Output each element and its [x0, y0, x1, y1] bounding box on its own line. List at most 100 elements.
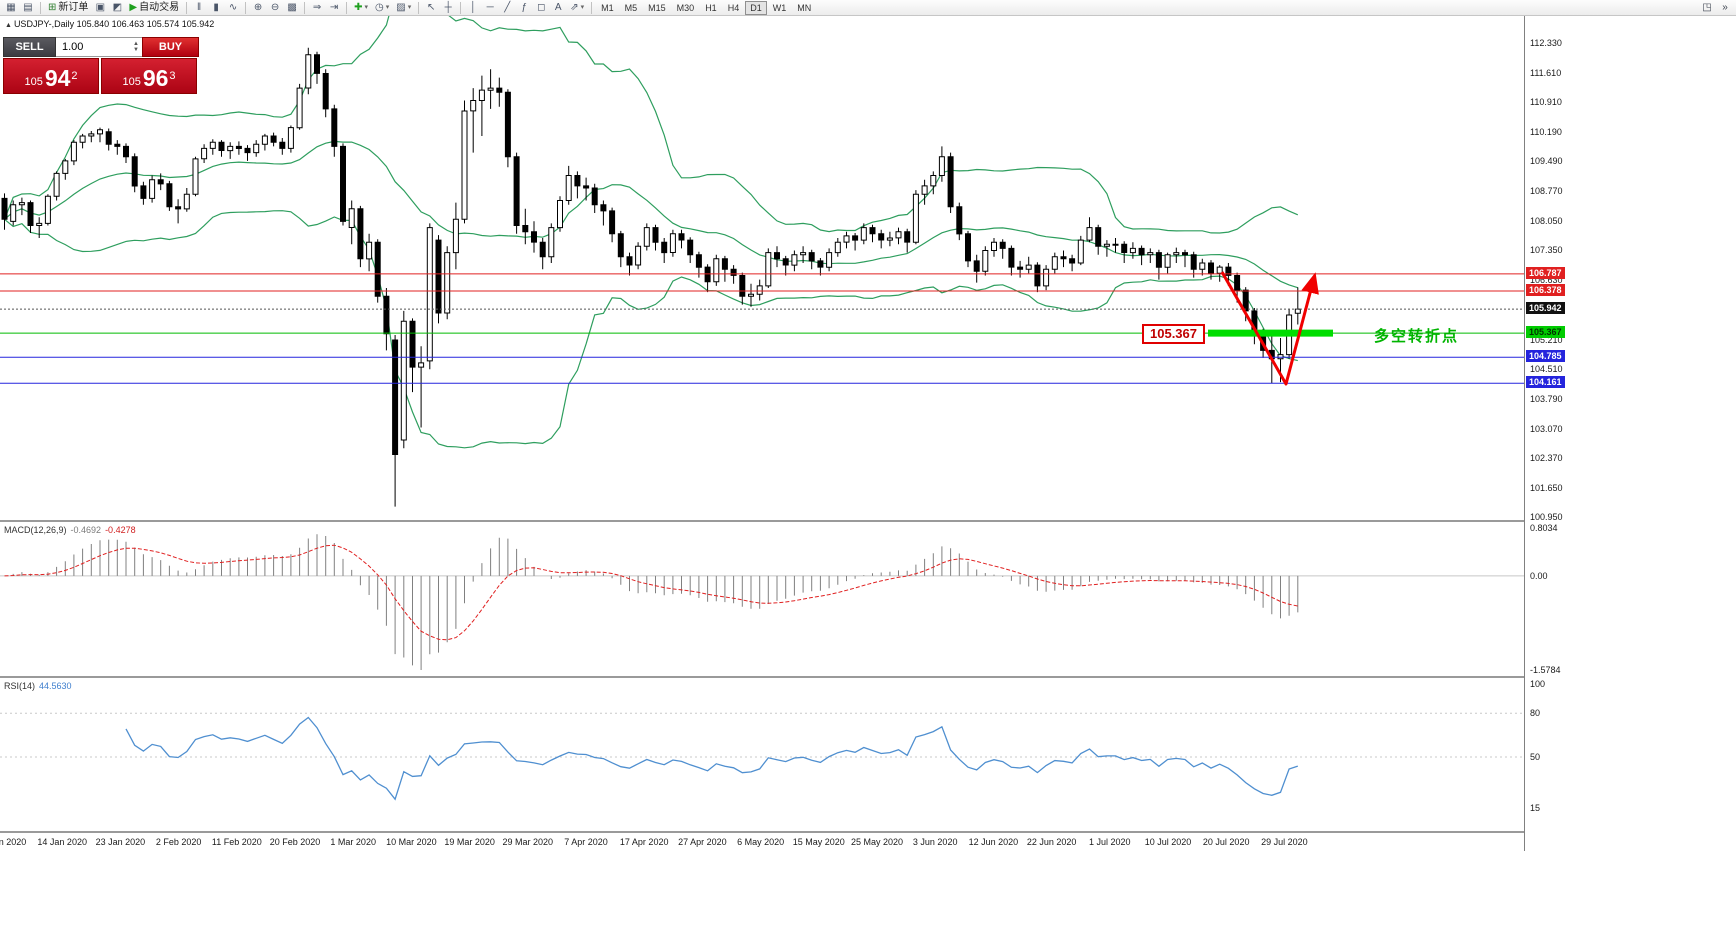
bid-price-tile[interactable]: 105 94 2 [3, 58, 99, 94]
price-axis-label: 103.790 [1530, 393, 1563, 404]
toolbar-separator [186, 1, 188, 14]
macd-pane-canvas[interactable] [0, 522, 1524, 676]
spin-down-icon[interactable]: ▼ [133, 47, 139, 53]
time-scale[interactable]: 5 Jan 2020 14 Jan 2020 23 Jan 2020 2 Feb 20… [0, 833, 1524, 851]
indicators-icon[interactable]: ✚ ▾ [351, 1, 371, 15]
price-tag: 105.942 [1526, 302, 1565, 315]
date-axis-label: 29 Mar 2020 [502, 837, 554, 847]
cursor-icon: ↖ [427, 1, 436, 13]
date-axis-label: 10 Mar 2020 [386, 837, 437, 847]
grid-icon[interactable]: ▩ [284, 1, 300, 15]
timeframe-m5[interactable]: M5 [620, 1, 643, 15]
turning-point-text[interactable]: 多空转折点 [1374, 328, 1460, 345]
auto-scroll-icon[interactable]: ⇒ [309, 1, 325, 15]
horizontal-line-icon[interactable]: ─ [482, 1, 498, 15]
price-tag: 104.785 [1526, 350, 1565, 363]
dock-icon[interactable]: ◳ [1699, 1, 1715, 15]
toolbar: ▦ ▤ ⊞ 新订单 ▣ ◩ ▶ 自动交易 ‖ ▮ ∿ ⊕ ⊖ ▩ ⇒ ⇥ ✚ ▾ ◷ ▾ ▨ ▾ ↖ ┼ │ ─ ╱ ƒ ◻ A ⇗ ▾ M1 M… [0, 0, 1736, 16]
date-axis-label: 11 Feb 2020 [211, 837, 262, 847]
rsi-pane-canvas[interactable] [0, 678, 1524, 831]
trend-arrow[interactable] [1220, 271, 1319, 386]
timeframe-w1[interactable]: W1 [768, 1, 792, 15]
price-chart-canvas[interactable] [0, 16, 1524, 520]
horizontal-line-icon: ─ [486, 1, 494, 13]
new-order-button[interactable]: ⊞ 新订单 [45, 1, 91, 15]
price-axis-label: 109.490 [1530, 156, 1563, 167]
rsi-name: RSI(14) [4, 681, 36, 691]
shapes-icon: ◻ [537, 1, 546, 13]
terminal-icon[interactable]: ▣ [92, 1, 108, 15]
bar-chart-mode-icon: ‖ [197, 1, 202, 13]
pane-separator[interactable] [0, 831, 1736, 833]
line-chart-mode-icon[interactable]: ∿ [225, 1, 241, 15]
cursor-icon[interactable]: ↖ [423, 1, 439, 15]
date-axis-label: 27 Apr 2020 [678, 837, 727, 847]
vertical-line-icon: │ [470, 1, 477, 13]
templates-icon[interactable]: ▨ ▾ [393, 1, 414, 15]
timeframe-m1[interactable]: M1 [596, 1, 619, 15]
timeframe-h1[interactable]: H1 [700, 1, 722, 15]
price-axis-label: 101.650 [1530, 482, 1563, 493]
volume-input[interactable] [56, 41, 130, 53]
rsi-line [125, 716, 1299, 801]
overflow-icon[interactable]: » [1717, 1, 1733, 15]
price-axis-label: 104.510 [1530, 363, 1563, 374]
ask-price-tile[interactable]: 105 96 3 [101, 58, 197, 94]
timeframe-m15[interactable]: M15 [643, 1, 671, 15]
new-chart-icon[interactable]: ▦ [3, 1, 19, 15]
chart-shift-icon[interactable]: ⇥ [326, 1, 342, 15]
date-axis-label: 1 Jul 2020 [1089, 837, 1131, 847]
crosshair-icon: ┼ [444, 1, 452, 13]
price-axis-label: 110.190 [1530, 127, 1562, 138]
candle-wicks [4, 47, 1299, 507]
profiles-icon[interactable]: ▤ [20, 1, 36, 15]
rsi-scale-label: 80 [1530, 708, 1541, 719]
date-axis-label: 22 Jun 2020 [1026, 837, 1077, 847]
chevron-down-icon: ▾ [580, 3, 585, 11]
price-axis-label: 102.370 [1530, 452, 1563, 463]
price-scale[interactable]: 112.330 111.610 110.910 110.190 109.490 108.7… [1524, 16, 1736, 851]
chevron-down-icon: ▾ [385, 3, 390, 11]
timeframe-h4[interactable]: H4 [723, 1, 745, 15]
timeframe-m30[interactable]: M30 [672, 1, 700, 15]
strategy-tester-icon[interactable]: ◩ [109, 1, 125, 15]
macd-histogram [12, 534, 1299, 670]
trendline-icon[interactable]: ╱ [499, 1, 515, 15]
shapes-icon[interactable]: ◻ [533, 1, 549, 15]
spin-up-icon[interactable]: ▲ [133, 41, 139, 47]
crosshair-icon[interactable]: ┼ [440, 1, 456, 15]
fibonacci-icon[interactable]: ƒ [516, 1, 532, 15]
level-price-label[interactable]: 105.367 [1142, 324, 1205, 344]
buy-button[interactable]: BUY [142, 37, 199, 57]
zoom-in-icon[interactable]: ⊕ [250, 1, 266, 15]
symbol-collapse-icon[interactable]: ▲ [5, 22, 12, 29]
text-label-icon[interactable]: A [550, 1, 566, 15]
vertical-line-icon[interactable]: │ [465, 1, 481, 15]
bull-candles [10, 54, 1301, 441]
date-axis-label: 29 Jul 2020 [1261, 837, 1308, 847]
autotrading-button[interactable]: ▶ 自动交易 [126, 1, 182, 15]
arrows-tool-icon[interactable]: ⇗ ▾ [567, 1, 587, 15]
periodicity-icon[interactable]: ◷ ▾ [372, 1, 392, 15]
periodicity-icon: ◷ [375, 1, 384, 13]
date-axis-label: 1 Mar 2020 [330, 837, 376, 847]
date-axis-label: 20 Feb 2020 [269, 837, 321, 847]
pane-separator[interactable] [0, 676, 1736, 678]
candlestick-mode-icon[interactable]: ▮ [208, 1, 224, 15]
pane-separator[interactable] [0, 520, 1736, 522]
timeframe-mn[interactable]: MN [792, 1, 816, 15]
toolbar-separator [346, 1, 348, 14]
price-tag: 105.367 [1526, 326, 1565, 339]
sell-button[interactable]: SELL [3, 37, 56, 57]
new-order-button-label: 新订单 [58, 1, 89, 13]
timeframe-d1[interactable]: D1 [745, 0, 767, 15]
volume-spinner[interactable]: ▲ ▼ [130, 41, 142, 53]
bollinger-band-line [4, 210, 1298, 449]
bar-chart-mode-icon[interactable]: ‖ [191, 1, 207, 15]
toolbar-right: ◳» [1699, 1, 1733, 15]
date-axis-label: 3 Jun 2020 [912, 837, 958, 847]
zoom-out-icon[interactable]: ⊖ [267, 1, 283, 15]
indicators-icon: ✚ [354, 1, 363, 13]
autotrading-button-label: 自动交易 [139, 1, 180, 13]
date-axis-label: 7 Apr 2020 [564, 837, 608, 847]
